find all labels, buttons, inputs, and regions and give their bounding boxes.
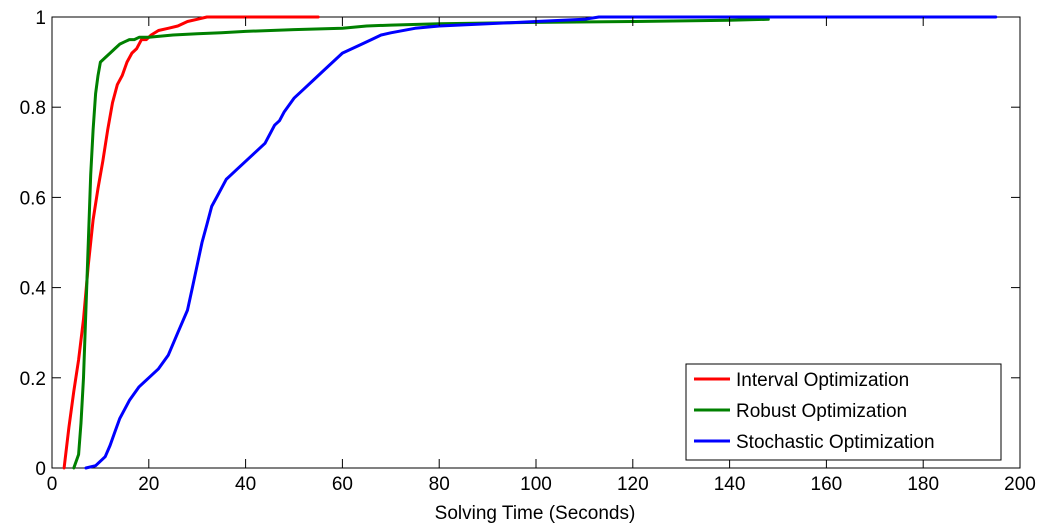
legend-label: Stochastic Optimization [736, 432, 935, 453]
legend-label: Interval Optimization [736, 370, 909, 391]
x-tick-label: 120 [617, 474, 649, 495]
x-tick-label: 20 [138, 474, 159, 495]
y-tick-label: 0.6 [20, 188, 46, 209]
x-tick-label: 40 [235, 474, 256, 495]
x-tick-label: 140 [714, 474, 746, 495]
axis-ticks: 0 20 40 60 80 100 120 140 160 180 200 0 0.2 0.4 0.6 0.8… [20, 8, 1036, 495]
y-tick-label: 0.4 [20, 279, 47, 300]
y-tick-label: 1 [35, 8, 46, 29]
x-tick-label: 60 [332, 474, 353, 495]
x-tick-label: 160 [811, 474, 843, 495]
y-tick-label: 0 [35, 459, 46, 480]
y-tick-label: 0.8 [20, 98, 46, 119]
legend-box [685, 363, 1002, 461]
x-tick-label: 200 [1004, 474, 1036, 495]
x-axis-title: Solving Time (Seconds) [435, 503, 636, 524]
x-tick-label: 0 [47, 474, 58, 495]
y-tick-label: 0.2 [20, 369, 46, 390]
x-tick-label: 80 [429, 474, 450, 495]
series-line-2 [72, 17, 770, 470]
legend-label: Robust Optimization [736, 401, 907, 422]
x-tick-label: 100 [520, 474, 552, 495]
series-lines [62, 15, 998, 470]
x-tick-label: 180 [907, 474, 939, 495]
legend: Interval Optimization Robust Optimization… [685, 363, 1002, 461]
series-line-3 [84, 15, 998, 470]
